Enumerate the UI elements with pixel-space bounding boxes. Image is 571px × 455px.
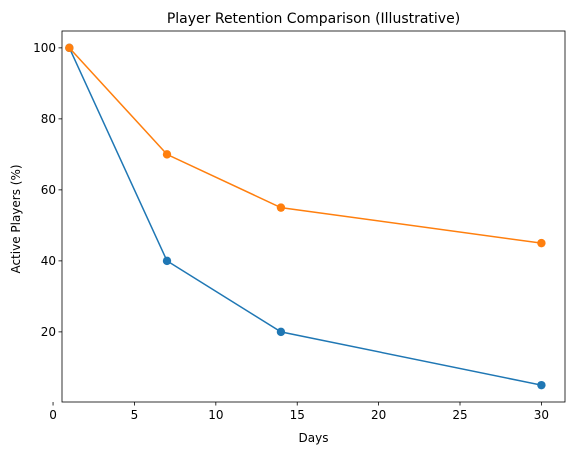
y-tick-label: 80: [41, 112, 56, 126]
series-2-point: [276, 203, 286, 212]
x-tick-label: 0: [49, 408, 57, 422]
series-2-point: [65, 43, 74, 53]
series-2-point: [162, 150, 172, 159]
y-tick-label: 100: [33, 41, 56, 55]
y-tick-label: 60: [41, 183, 56, 197]
y-tick-label: 20: [41, 325, 56, 339]
series-1-point: [537, 380, 546, 390]
x-tick-label: 20: [371, 408, 386, 422]
x-axis-label: Days: [299, 431, 329, 445]
series-2-point: [537, 238, 546, 248]
x-tick-label: 5: [131, 408, 139, 422]
x-tick-label: 25: [452, 408, 467, 422]
x-tick-label: 15: [290, 408, 305, 422]
series-layer: [65, 43, 546, 390]
x-tick-label: 30: [534, 408, 549, 422]
series-1-line: [68, 47, 542, 386]
axes-layer: 0 5 10 15 20 25 30 20 40 60 80 100: [33, 30, 566, 422]
y-tick-label: 40: [41, 254, 56, 268]
y-axis-label: Active Players (%): [9, 164, 23, 273]
series-2-line: [68, 47, 542, 244]
plot-frame: [61, 30, 566, 403]
series-1-point: [276, 327, 286, 337]
chart-title: Player Retention Comparison (Illustrativ…: [167, 11, 460, 27]
x-tick-label: 10: [208, 408, 223, 422]
series-1-point: [162, 256, 172, 266]
